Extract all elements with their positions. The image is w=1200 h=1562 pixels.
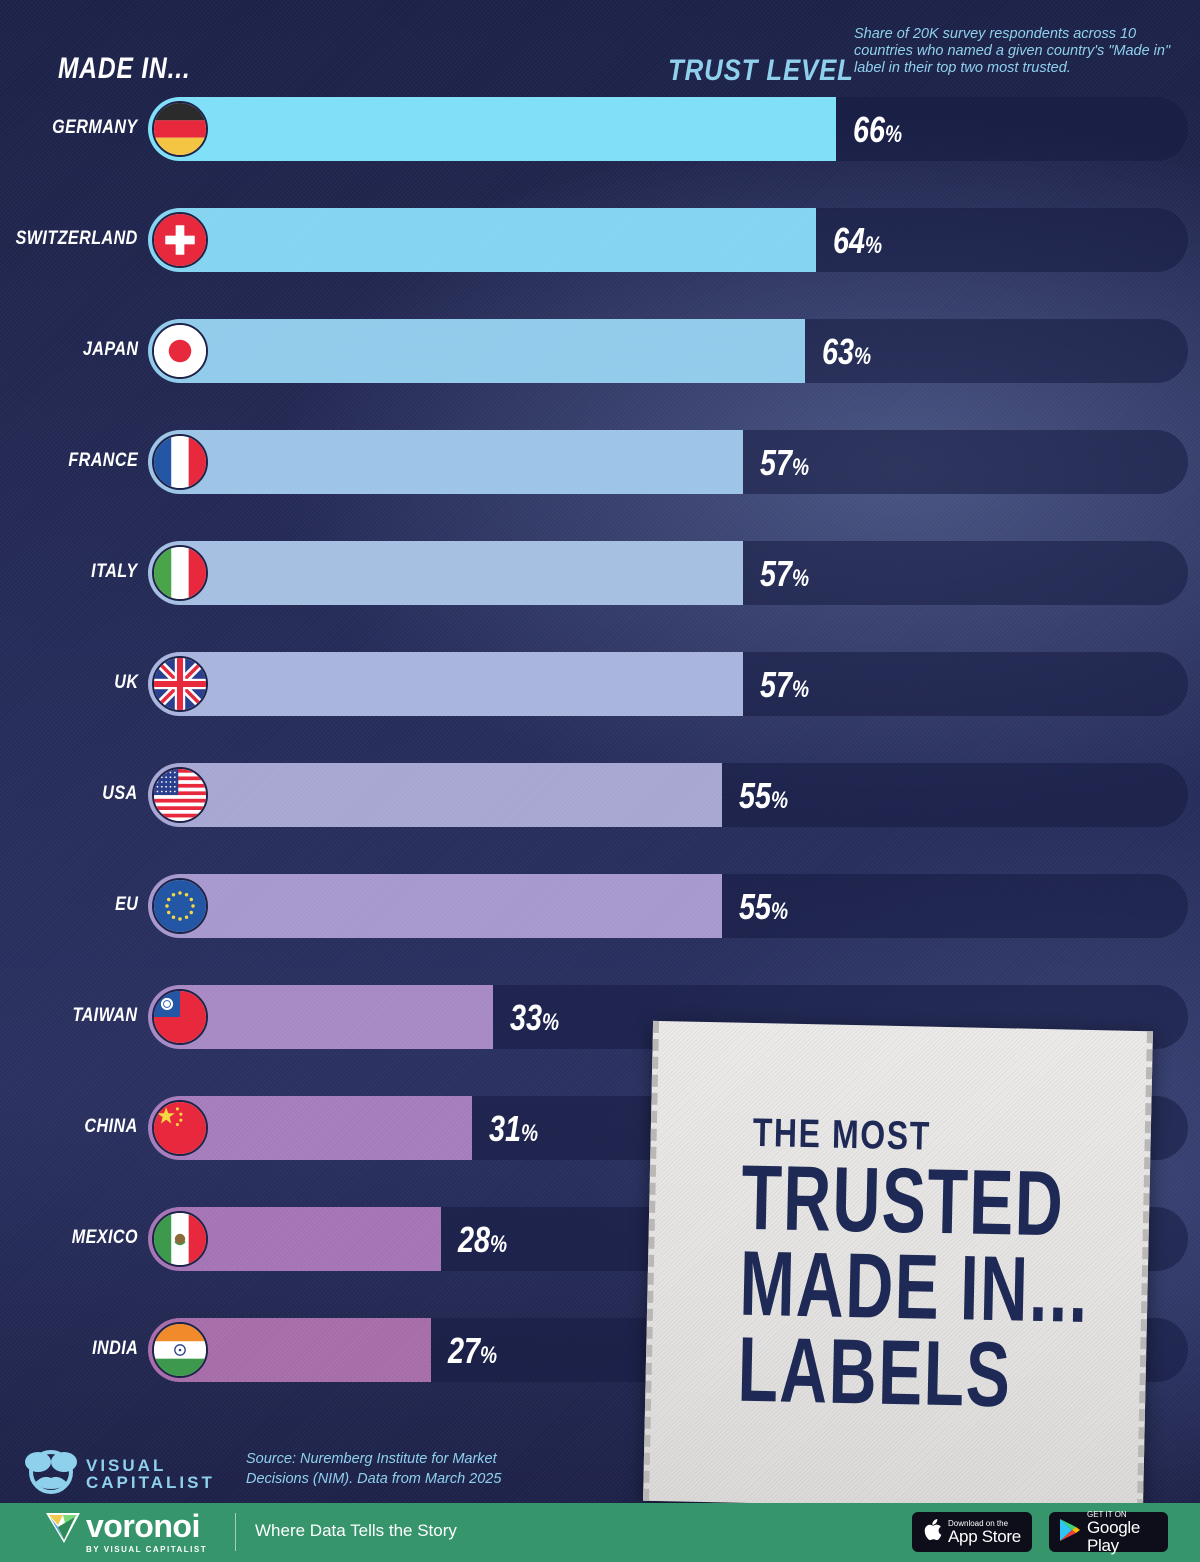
source-line-1: Source: Nuremberg Institute for Market bbox=[246, 1451, 497, 1467]
country-label: ITALY bbox=[91, 561, 138, 582]
footer-bar: voronoi BY VISUAL CAPITALIST Where Data … bbox=[0, 1503, 1200, 1562]
footer-divider bbox=[235, 1513, 236, 1551]
germany-flag-icon bbox=[152, 101, 208, 157]
value-label: 55% bbox=[739, 775, 789, 816]
bar-row-eu: EU 55% bbox=[0, 874, 1200, 938]
bar-fill bbox=[148, 208, 816, 272]
apple-icon bbox=[922, 1518, 942, 1547]
bar-row-france: FRANCE 57% bbox=[0, 430, 1200, 494]
bar-fill bbox=[148, 985, 494, 1049]
bar-row-uk: UK 57% bbox=[0, 652, 1200, 716]
title-main: TRUSTED MADE IN... LABELS bbox=[737, 1147, 1092, 1427]
bar-fill bbox=[148, 874, 722, 938]
title-line-4: LABELS bbox=[736, 1318, 1013, 1427]
bar-fill bbox=[148, 763, 722, 827]
brand-line-1: VISUAL bbox=[86, 1455, 167, 1475]
value-label: 27% bbox=[447, 1330, 497, 1371]
value-label: 33% bbox=[510, 997, 560, 1038]
country-label: TAIWAN bbox=[72, 1005, 138, 1026]
country-label: USA bbox=[102, 783, 138, 804]
bar-row-germany: GERMANY 66% bbox=[0, 97, 1200, 161]
value-label: 28% bbox=[458, 1219, 508, 1260]
italy-flag-icon bbox=[152, 545, 208, 601]
country-label: JAPAN bbox=[82, 339, 138, 360]
value-label: 57% bbox=[759, 664, 809, 705]
japan-flag-icon bbox=[152, 323, 208, 379]
bar-fill bbox=[148, 430, 743, 494]
value-label: 64% bbox=[832, 220, 882, 261]
country-label: FRANCE bbox=[68, 450, 138, 471]
chart-note: Share of 20K survey respondents across 1… bbox=[854, 26, 1171, 76]
voronoi-subtitle: BY VISUAL CAPITALIST bbox=[86, 1545, 208, 1554]
value-label: 55% bbox=[739, 886, 789, 927]
country-label: GERMANY bbox=[52, 117, 138, 138]
source-note: Source: Nuremberg Institute for Market D… bbox=[246, 1449, 501, 1489]
country-label: SWITZERLAND bbox=[15, 228, 138, 249]
trust-level-heading: TRUST LEVEL bbox=[668, 54, 854, 87]
tagline: Where Data Tells the Story bbox=[255, 1521, 457, 1540]
value-label: 57% bbox=[759, 553, 809, 594]
bar-fill bbox=[148, 652, 743, 716]
visual-capitalist-icon bbox=[22, 1448, 80, 1499]
country-label: EU bbox=[114, 894, 138, 915]
app-store-button[interactable]: Download on the App Store bbox=[912, 1512, 1032, 1552]
voronoi-wordmark: voronoi bbox=[86, 1508, 200, 1544]
france-flag-icon bbox=[152, 434, 208, 490]
eu-flag-icon bbox=[152, 878, 208, 934]
google-play-icon bbox=[1059, 1518, 1081, 1547]
brand-line-2: CAPITALIST bbox=[86, 1472, 215, 1492]
bar-fill bbox=[148, 541, 743, 605]
voronoi-logo[interactable]: voronoi BY VISUAL CAPITALIST bbox=[44, 1508, 206, 1554]
taiwan-flag-icon bbox=[152, 989, 208, 1045]
bar-row-italy: ITALY 57% bbox=[0, 541, 1200, 605]
india-flag-icon bbox=[152, 1322, 208, 1378]
value-label: 57% bbox=[759, 442, 809, 483]
country-label: MEXICO bbox=[71, 1227, 138, 1248]
bar-fill bbox=[148, 319, 806, 383]
made-in-heading: MADE IN... bbox=[58, 52, 191, 85]
source-line-2: Decisions (NIM). Data from March 2025 bbox=[246, 1471, 502, 1487]
title-label-patch: THE MOST TRUSTED MADE IN... LABELS bbox=[643, 1020, 1153, 1512]
bar-row-usa: USA 55% bbox=[0, 763, 1200, 827]
bar-row-japan: JAPAN 63% bbox=[0, 319, 1200, 383]
country-label: UK bbox=[113, 672, 138, 693]
uk-flag-icon bbox=[152, 656, 208, 712]
bar-fill bbox=[148, 1096, 473, 1160]
value-label: 66% bbox=[853, 109, 903, 150]
mexico-flag-icon bbox=[152, 1211, 208, 1267]
usa-flag-icon bbox=[152, 767, 208, 823]
bar-fill bbox=[148, 97, 837, 161]
china-flag-icon bbox=[152, 1100, 208, 1156]
value-label: 31% bbox=[489, 1108, 539, 1149]
google-play-small-text: GET IT ON bbox=[1087, 1509, 1127, 1519]
google-play-button[interactable]: GET IT ON Google Play bbox=[1049, 1509, 1168, 1555]
google-play-big-text: Google Play bbox=[1087, 1517, 1141, 1555]
country-label: CHINA bbox=[84, 1116, 138, 1137]
country-label: INDIA bbox=[91, 1338, 138, 1359]
app-store-small-text: Download on the bbox=[948, 1518, 1009, 1528]
value-label: 63% bbox=[822, 331, 872, 372]
visual-capitalist-logo[interactable]: VISUAL CAPITALIST bbox=[22, 1448, 215, 1499]
app-store-big-text: App Store bbox=[948, 1526, 1021, 1546]
bar-row-switzerland: SWITZERLAND 64% bbox=[0, 208, 1200, 272]
voronoi-icon bbox=[44, 1509, 82, 1550]
switzerland-flag-icon bbox=[152, 212, 208, 268]
